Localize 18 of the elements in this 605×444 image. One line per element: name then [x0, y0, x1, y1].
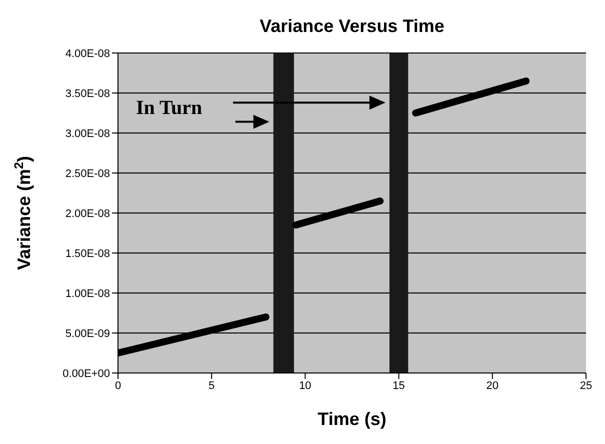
x-tick-label: 15 — [392, 380, 405, 392]
y-tick-label: 2.50E-08 — [65, 168, 110, 180]
y-tick-label: 0.00E+00 — [62, 368, 110, 380]
x-tick-label: 5 — [208, 380, 215, 392]
y-tick-label: 5.00E-09 — [65, 328, 110, 340]
x-axis-title: Time (s) — [318, 409, 386, 429]
y-tick-label: 4.00E-08 — [65, 48, 110, 60]
x-tick-label: 0 — [114, 380, 122, 392]
y-tick-label: 1.50E-08 — [65, 248, 110, 260]
y-tick-label: 1.00E-08 — [65, 288, 110, 300]
y-tick-label: 3.00E-08 — [65, 128, 110, 140]
x-tick-label: 25 — [580, 380, 592, 392]
chart-title: Variance Versus Time — [260, 16, 444, 36]
y-tick-label: 3.50E-08 — [65, 88, 110, 100]
y-tick-label: 2.00E-08 — [65, 208, 110, 220]
x-tick-label: 10 — [299, 380, 312, 392]
annotation: In Turn — [136, 96, 202, 119]
x-tick-label: 20 — [486, 380, 499, 392]
